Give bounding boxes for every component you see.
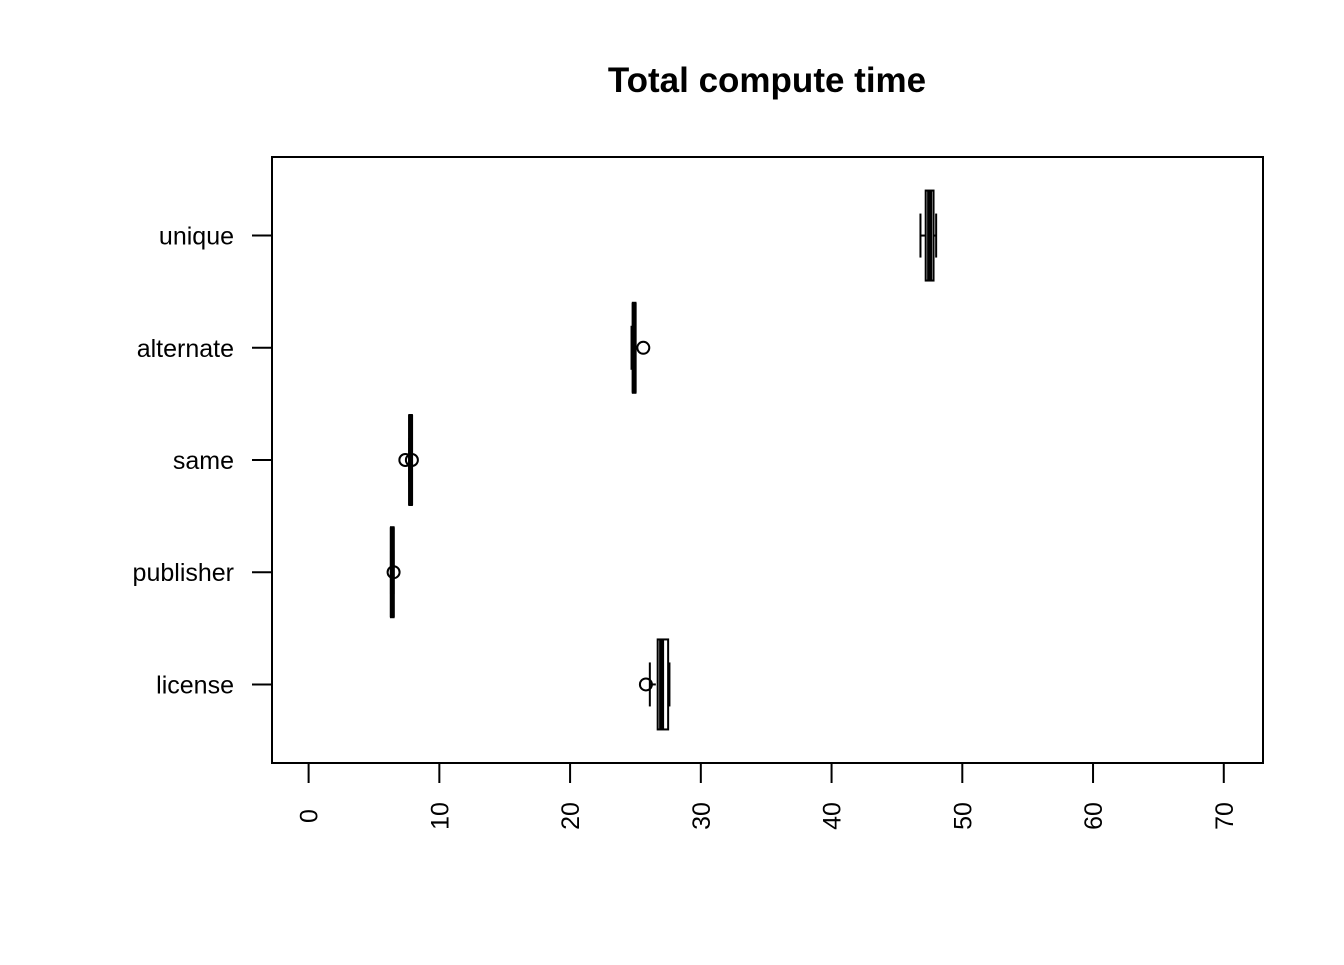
outlier-point	[638, 677, 653, 692]
x-tick-label: 50	[949, 802, 977, 830]
outlier-point	[636, 340, 651, 355]
box-license	[638, 638, 671, 731]
y-tick-label: license	[156, 671, 234, 699]
outlier-point	[404, 453, 419, 467]
x-tick-label: 60	[1080, 802, 1108, 830]
x-tick-label: 30	[688, 802, 716, 830]
x-tick-label: 40	[819, 802, 847, 830]
y-tick-label: same	[173, 447, 234, 475]
box-same	[398, 414, 419, 506]
box-unique	[919, 189, 938, 282]
chart-title: Total compute time	[608, 61, 926, 100]
x-tick-label: 0	[296, 809, 324, 823]
y-tick-label: publisher	[133, 559, 234, 587]
y-tick-label: alternate	[137, 335, 234, 363]
x-tick-label: 10	[426, 802, 454, 830]
x-axis: 0 10 20 30 40 50 60 70	[296, 762, 1239, 830]
outlier-point	[386, 565, 401, 580]
y-tick-label: unique	[159, 223, 234, 251]
box-publisher	[386, 526, 401, 619]
box-series	[386, 189, 938, 731]
outlier-point	[398, 453, 413, 467]
x-tick-label: 70	[1211, 802, 1239, 830]
y-axis: license publisher same alternate unique	[133, 223, 273, 699]
box-alternate	[630, 301, 651, 394]
x-tick-label: 20	[557, 802, 585, 830]
